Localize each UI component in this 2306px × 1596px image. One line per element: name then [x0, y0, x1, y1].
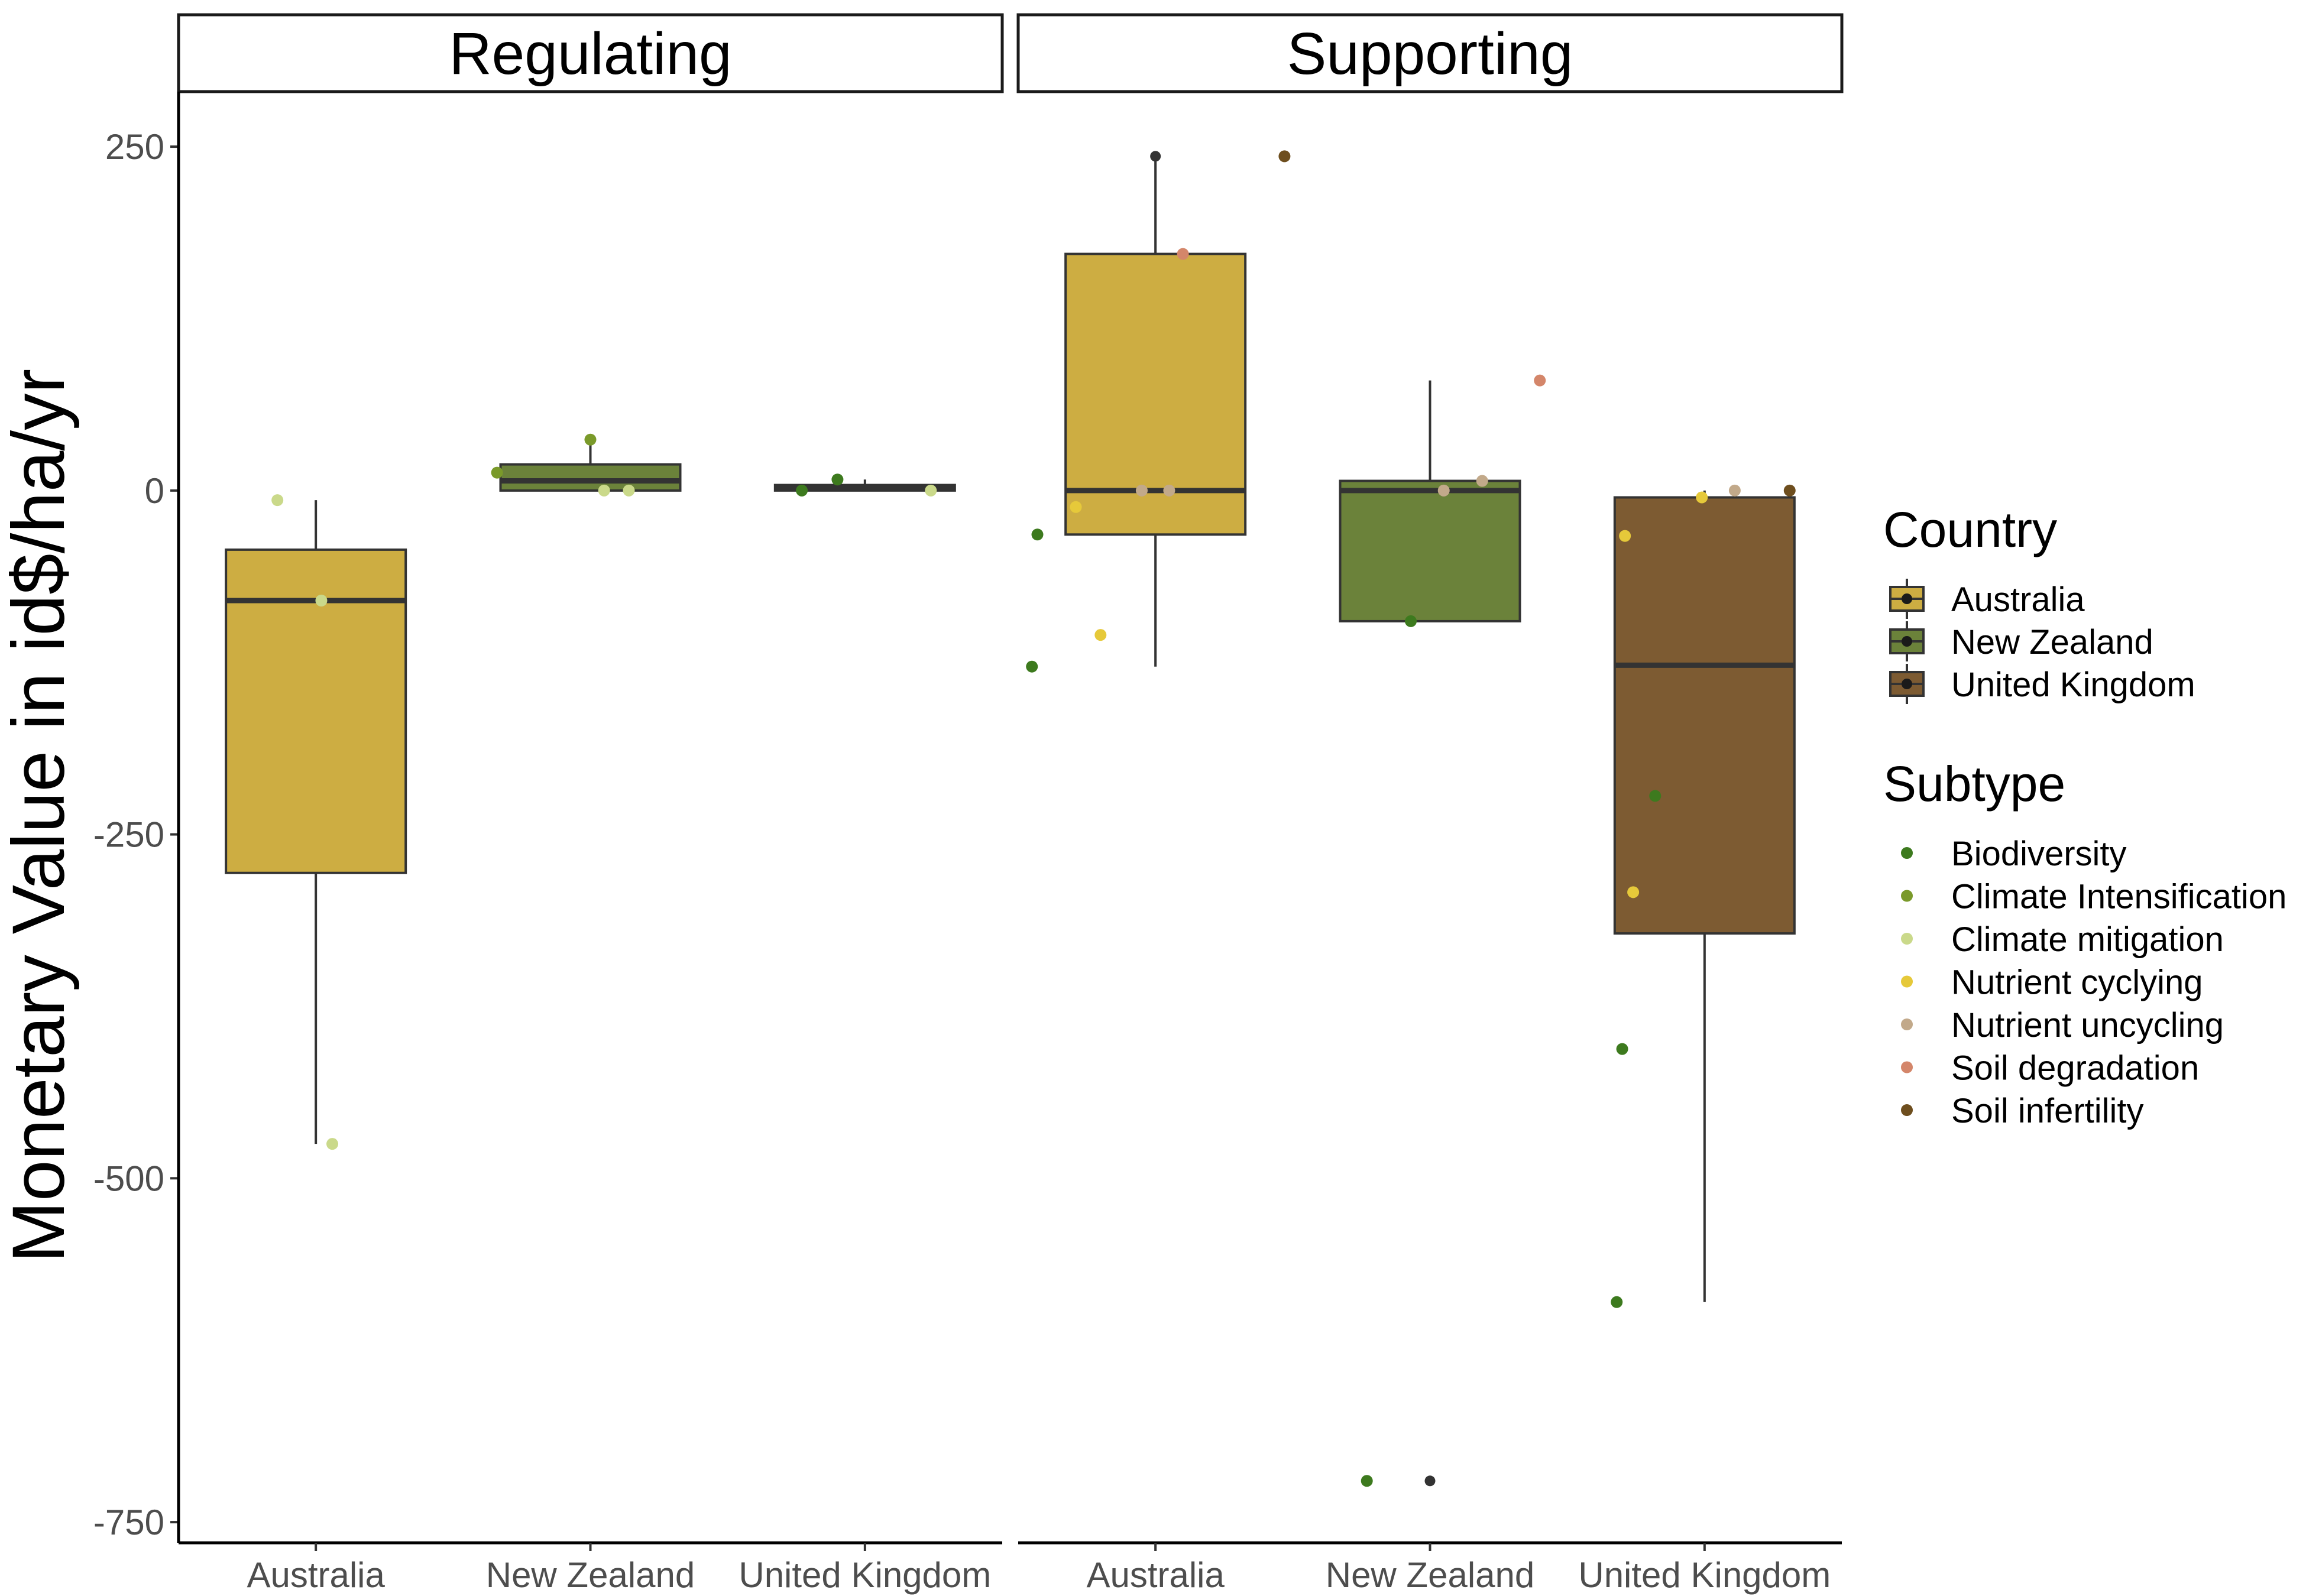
- data-point-nutrient-uncycling: [1437, 484, 1450, 497]
- data-point-biodiversity: [1026, 660, 1038, 673]
- data-point-climate-mitigation: [326, 1138, 339, 1150]
- data-point-biodiversity: [1616, 1043, 1628, 1055]
- facet-strip-supporting: [1016, 13, 1844, 93]
- data-point-climate-mitigation: [315, 594, 328, 606]
- legend-dot-climate-intensification: [1901, 890, 1913, 902]
- legend-label-new-zealand: New Zealand: [1951, 623, 2153, 661]
- data-point-nutrient-cyclying: [1619, 530, 1631, 542]
- data-point-climate-intensification: [491, 466, 503, 479]
- legend-title-country: Country: [1883, 502, 2057, 557]
- data-point-nutrient-uncycling: [1163, 484, 1175, 497]
- data-point-nutrient-cyclying: [1070, 501, 1082, 513]
- x-tick-label-new-zealand: New Zealand: [1326, 1555, 1535, 1595]
- legend-key-dot: [1902, 679, 1912, 689]
- data-point-biodiversity: [1404, 615, 1417, 627]
- facet-label-regulating: Regulating: [449, 21, 731, 87]
- data-point-nutrient-uncycling: [1476, 475, 1488, 487]
- legend-label-climate-intensification: Climate Intensification: [1951, 878, 2286, 916]
- data-point-soil-degradation: [1177, 248, 1189, 260]
- x-tick-label-australia: Australia: [247, 1555, 385, 1595]
- data-point-biodiversity: [831, 473, 844, 486]
- legend-dot-nutrient-uncycling: [1901, 1018, 1913, 1030]
- legend-key-united-kingdom: [1889, 664, 1925, 704]
- data-point-soil-infertility: [1278, 150, 1291, 163]
- legend-label-biodiversity: Biodiversity: [1951, 835, 2127, 873]
- legend-label-nutrient-cyclying: Nutrient cyclying: [1951, 964, 2203, 1002]
- data-point-climate-mitigation: [598, 484, 610, 497]
- legend-dot-nutrient-cyclying: [1901, 975, 1913, 988]
- y-tick-label: -750: [93, 1503, 164, 1542]
- data-point-biodiversity: [1649, 790, 1662, 802]
- data-point-biodiversity: [1031, 528, 1044, 541]
- x-tick-label-united-kingdom: United Kingdom: [1578, 1555, 1831, 1595]
- box-iqr: [1064, 252, 1247, 536]
- outlier-point: [1424, 1475, 1436, 1487]
- data-point-nutrient-uncycling: [1135, 484, 1148, 497]
- data-point-biodiversity: [1611, 1296, 1623, 1308]
- box-iqr: [499, 463, 682, 492]
- legend-dot-soil-infertility: [1901, 1104, 1913, 1116]
- x-tick-label-united-kingdom: United Kingdom: [739, 1555, 991, 1595]
- data-point-soil-degradation: [1534, 374, 1546, 387]
- data-point-nutrient-cyclying: [1627, 886, 1640, 898]
- legend-key-new-zealand: [1889, 621, 1925, 661]
- data-point-biodiversity: [1361, 1475, 1373, 1487]
- y-tick-label: 0: [145, 471, 164, 511]
- data-point-biodiversity: [796, 484, 808, 497]
- data-point-climate-mitigation: [925, 484, 937, 497]
- legend-dot-climate-mitigation: [1901, 933, 1913, 945]
- legend-label-australia: Australia: [1951, 580, 2085, 619]
- x-tick-label-australia: Australia: [1086, 1555, 1225, 1595]
- box-regulating-australia: [225, 500, 407, 1144]
- y-tick-label: -250: [93, 815, 164, 855]
- box-iqr: [1339, 479, 1521, 622]
- legend-key-dot: [1902, 593, 1912, 604]
- box-iqr: [225, 548, 407, 874]
- legend-key-dot: [1902, 636, 1912, 647]
- data-point-nutrient-uncycling: [1728, 484, 1741, 497]
- legend-dot-biodiversity: [1901, 847, 1913, 859]
- box-supporting-australia: [1064, 156, 1247, 667]
- y-tick-label: -500: [93, 1159, 164, 1198]
- box-supporting-united-kingdom: [1613, 490, 1796, 1302]
- legend-label-soil-degradation: Soil degradation: [1951, 1049, 2199, 1088]
- data-point-nutrient-cyclying: [1696, 491, 1708, 504]
- data-point-climate-mitigation: [623, 484, 635, 497]
- y-axis-title: Monetary Value in id$/ha/yr: [0, 369, 80, 1263]
- legend-label-soil-infertility: Soil infertility: [1951, 1092, 2144, 1130]
- data-point-soil-infertility: [1783, 484, 1796, 497]
- facet-label-supporting: Supporting: [1287, 21, 1573, 87]
- data-point-nutrient-cyclying: [1094, 629, 1107, 641]
- legend-label-nutrient-uncycling: Nutrient uncycling: [1951, 1006, 2224, 1044]
- data-point-climate-mitigation: [271, 494, 284, 507]
- legend-key-australia: [1889, 579, 1925, 619]
- legend-title-subtype: Subtype: [1883, 756, 2065, 812]
- y-tick-label: 250: [105, 127, 164, 167]
- legend-dot-soil-degradation: [1901, 1061, 1913, 1073]
- box-iqr: [1613, 496, 1796, 935]
- legend-label-united-kingdom: United Kingdom: [1951, 666, 2195, 704]
- outlier-point: [1150, 151, 1161, 162]
- facet-strip-regulating: [177, 13, 1004, 93]
- x-tick-label-new-zealand: New Zealand: [486, 1555, 695, 1595]
- box-supporting-new-zealand: [1339, 380, 1521, 622]
- box-regulating-new-zealand: [499, 439, 682, 492]
- legend-label-climate-mitigation: Climate mitigation: [1951, 920, 2224, 959]
- data-point-climate-intensification: [584, 433, 597, 446]
